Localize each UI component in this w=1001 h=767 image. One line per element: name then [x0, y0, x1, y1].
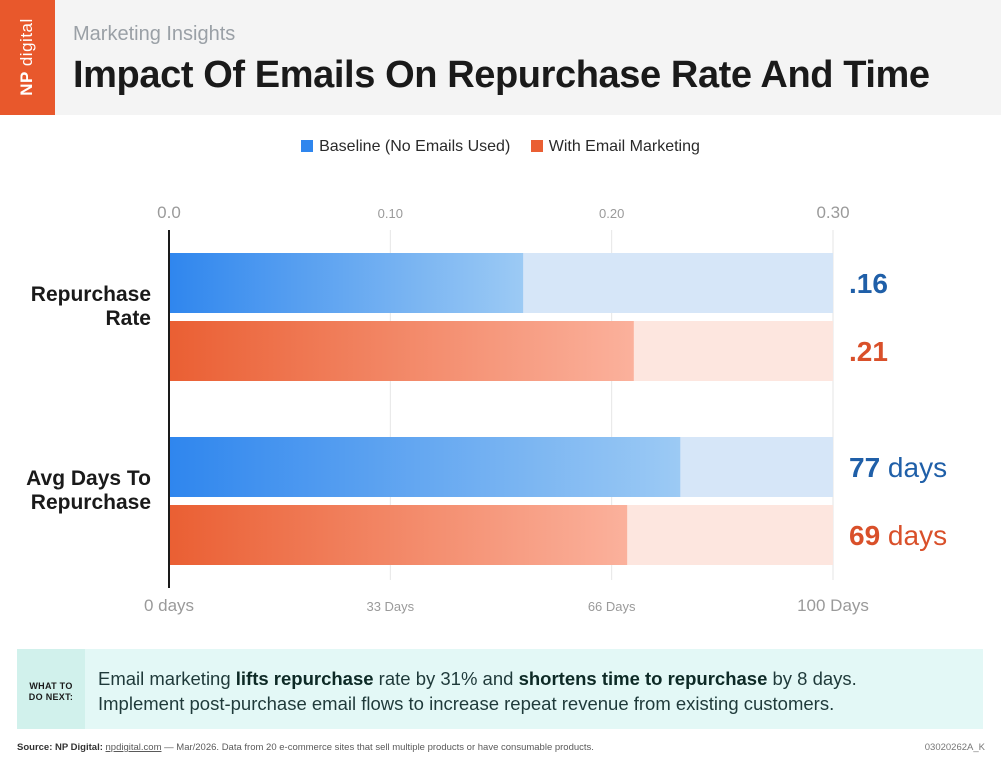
- bar: [169, 437, 681, 497]
- callout-p2: rate by 31% and: [373, 668, 519, 689]
- footer-source-rest: — Mar/2026. Data from 20 e-commerce site…: [161, 742, 594, 753]
- bottom-axis-tick-label: 100 Days: [797, 596, 869, 615]
- np-digital-logo[interactable]: NP digital: [0, 0, 55, 115]
- callout-tag: WHAT TO DO NEXT:: [17, 649, 85, 729]
- logo-np: NP: [17, 71, 36, 96]
- data-label: .21: [849, 336, 888, 367]
- legend-item-email: With Email Marketing: [530, 138, 700, 156]
- footer-source-label: Source: NP Digital:: [17, 742, 103, 753]
- category-label: Avg Days To: [26, 467, 151, 490]
- bar: [169, 505, 628, 565]
- callout-line1: Email marketing lifts repurchase rate by…: [98, 666, 978, 691]
- legend-item-baseline: Baseline (No Emails Used): [301, 138, 510, 156]
- legend-label-email: With Email Marketing: [548, 138, 700, 155]
- legend-swatch-email: [530, 140, 543, 152]
- bar-chart: 0.0 0.10 0.20 0.30 0 days 33 Days 66 Days 100 D…: [26, 203, 947, 615]
- bar: [169, 321, 634, 381]
- bottom-axis-tick-label: 0 days: [144, 596, 194, 615]
- top-axis-tick-label: 0.30: [816, 203, 849, 222]
- legend: Baseline (No Emails Used) With Email Mar…: [0, 138, 1001, 156]
- data-label: 77 days: [849, 452, 947, 483]
- callout-p1: Email marketing: [98, 668, 236, 689]
- legend-swatch-baseline: [301, 140, 314, 152]
- legend-label-baseline: Baseline (No Emails Used): [319, 138, 511, 155]
- callout-text: Email marketing lifts repurchase rate by…: [98, 666, 978, 716]
- header: NP digital Marketing Insights Impact Of E…: [0, 0, 1001, 115]
- top-axis-tick-label: 0.10: [378, 206, 403, 221]
- footer-source-link[interactable]: npdigital.com: [105, 742, 162, 753]
- bar: [169, 253, 524, 313]
- logo-digital: digital: [17, 18, 36, 67]
- footer-code: 03020262A_K: [924, 742, 985, 753]
- bottom-axis-tick-label: 33 Days: [366, 599, 414, 614]
- category-label: Repurchase: [31, 491, 151, 514]
- callout-tag-line1: WHAT TO: [29, 681, 73, 691]
- page-title: Impact Of Emails On Repurchase Rate And …: [73, 54, 930, 96]
- data-label: .16: [849, 268, 888, 299]
- category-label: Rate: [105, 307, 151, 330]
- callout-b2: shortens time to repurchase: [518, 668, 768, 689]
- callout-tag-line2: DO NEXT:: [28, 692, 74, 702]
- category-label: Repurchase: [31, 283, 151, 306]
- top-axis-tick-label: 0.20: [599, 206, 624, 221]
- top-axis-tick-label: 0.0: [157, 203, 181, 222]
- callout-p3: by 8 days.: [767, 668, 857, 689]
- callout-b1: lifts repurchase: [235, 668, 374, 689]
- callout-tag-text: WHAT TO DO NEXT:: [17, 681, 85, 703]
- bottom-axis-tick-label: 66 Days: [588, 599, 636, 614]
- footer-source: Source: NP Digital: npdigital.com — Mar/…: [17, 742, 594, 753]
- logo-text: NP digital: [17, 18, 37, 96]
- data-label: 69 days: [849, 520, 947, 551]
- callout-line2: Implement post-purchase email flows to i…: [98, 693, 835, 714]
- callout-box: [17, 649, 983, 729]
- kicker: Marketing Insights: [73, 23, 236, 45]
